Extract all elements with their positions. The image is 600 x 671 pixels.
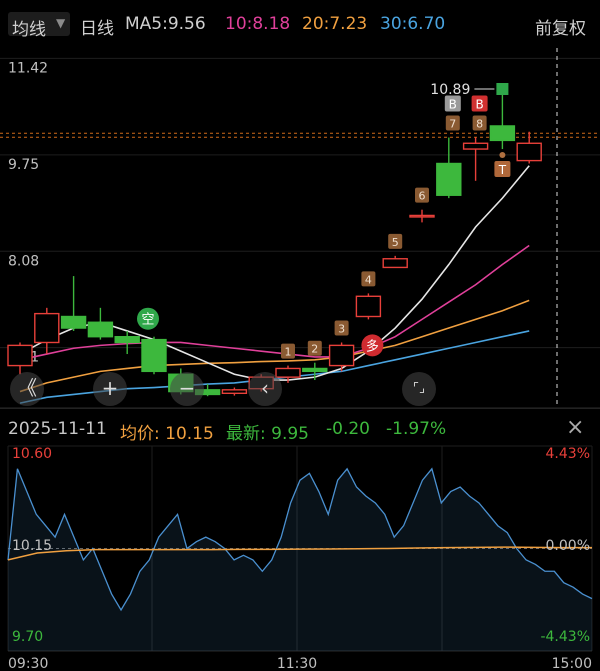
pct-high-label: 4.43% <box>546 446 590 462</box>
collapse-button[interactable]: 《 <box>10 372 44 406</box>
chevron-down-icon: ▼ <box>56 16 66 30</box>
info-avg-price: 均价: 10.15 <box>120 424 214 444</box>
seq-badge <box>334 320 349 336</box>
candle <box>302 367 328 373</box>
pct-low-label: -4.43% <box>540 629 590 645</box>
candle <box>489 125 516 142</box>
buy-signal-label: B <box>449 98 457 112</box>
seq-badge <box>415 187 429 203</box>
candle <box>409 214 435 218</box>
candle <box>462 142 489 150</box>
seq-number: 2 <box>311 343 318 356</box>
chart-header: 均线 ▼ 日线 MA5:9.56 10:8.18 20:7.23 30:6.70… <box>0 0 600 44</box>
zoom-in-button[interactable]: + <box>93 372 127 406</box>
indicator-label: 均线 <box>12 20 46 40</box>
kong-signal-label: 空 <box>141 313 154 328</box>
seq-badge <box>281 343 295 359</box>
price-area <box>8 468 592 651</box>
info-change: -0.20 <box>326 419 370 439</box>
candle <box>275 367 301 378</box>
adjust-toggle[interactable]: 前复权 <box>535 19 586 39</box>
time-end-label: 15:00 <box>552 656 592 671</box>
price-mid-label: 10.15 <box>12 538 52 554</box>
candle <box>34 312 60 344</box>
candle <box>87 321 114 338</box>
time-mid-label: 11:30 <box>277 656 317 671</box>
seq-number: 1 <box>285 346 292 359</box>
kline-chart[interactable]: 11.429.758.086.4112345678BBT空多10.895.57 <box>0 44 600 408</box>
candle <box>516 142 542 162</box>
kong-signal <box>137 307 159 330</box>
sell-signal-badge <box>494 161 511 178</box>
pct-mid-label: 0.00% <box>546 538 590 554</box>
high-marker-label: 10.89 <box>430 82 470 98</box>
duo-signal <box>361 334 384 357</box>
candle <box>436 162 462 196</box>
buy-signal-label: B <box>475 98 483 112</box>
y-tick-label: 11.42 <box>8 60 48 76</box>
sell-signal-label: T <box>498 163 507 177</box>
seq-badge <box>307 340 322 356</box>
seq-number: 7 <box>449 118 456 131</box>
info-change-pct: -1.97% <box>386 419 447 439</box>
zoom-out-button[interactable]: − <box>170 372 204 406</box>
seq-number: 8 <box>476 118 483 131</box>
close-icon[interactable]: × <box>566 415 585 440</box>
y-tick-label: 9.75 <box>8 157 39 173</box>
fullscreen-button[interactable]: ⌜⌟ <box>402 372 436 406</box>
price-high-label: 10.60 <box>12 446 52 462</box>
ma10-line <box>19 244 530 361</box>
seq-badge <box>445 115 460 131</box>
ma5-label: MA5:9.56 <box>125 14 206 34</box>
seq-badge <box>388 233 403 249</box>
duo-signal-label: 多 <box>366 338 379 354</box>
candle <box>355 295 382 318</box>
low-marker-label: 5.57 <box>184 407 215 408</box>
signal-dot <box>499 152 506 159</box>
price-low-label: 9.70 <box>12 629 43 645</box>
ma30-label: 30:6.70 <box>380 14 446 34</box>
price-line <box>7 467 593 612</box>
y-tick-label: 8.08 <box>8 253 39 269</box>
candle <box>328 344 355 367</box>
ma20-label: 20:7.23 <box>302 14 368 34</box>
candle <box>60 315 87 329</box>
avg-price-line <box>7 546 592 561</box>
seq-number: 5 <box>392 236 399 249</box>
period-label[interactable]: 日线 <box>80 19 114 39</box>
ma10-label: 10:8.18 <box>225 14 291 34</box>
intraday-info-bar: 2025-11-11 均价: 10.15 最新: 9.95 -0.20 -1.9… <box>0 408 600 444</box>
candle <box>141 338 167 373</box>
candle <box>7 344 33 367</box>
seq-number: 4 <box>365 273 372 286</box>
time-start-label: 09:30 <box>8 656 48 671</box>
seq-number: 6 <box>419 190 426 203</box>
info-latest: 最新: 9.95 <box>226 424 309 444</box>
buy-signal-badge <box>444 95 461 112</box>
buy-signal-badge <box>471 95 488 112</box>
high-marker-badge <box>496 82 509 95</box>
intraday-chart[interactable]: 10.60 10.15 9.70 4.43% 0.00% -4.43% 09:30 11:30… <box>0 442 600 671</box>
info-date: 2025-11-11 <box>8 419 107 439</box>
ma20-line <box>19 299 530 393</box>
prev-button[interactable]: ‹ <box>248 372 282 406</box>
candle <box>221 389 248 394</box>
seq-number: 3 <box>338 322 345 335</box>
candle <box>114 336 140 344</box>
candle <box>382 258 408 269</box>
seq-badge <box>472 115 487 131</box>
indicator-dropdown[interactable]: 均线 ▼ <box>8 12 70 40</box>
seq-badge <box>361 271 376 287</box>
